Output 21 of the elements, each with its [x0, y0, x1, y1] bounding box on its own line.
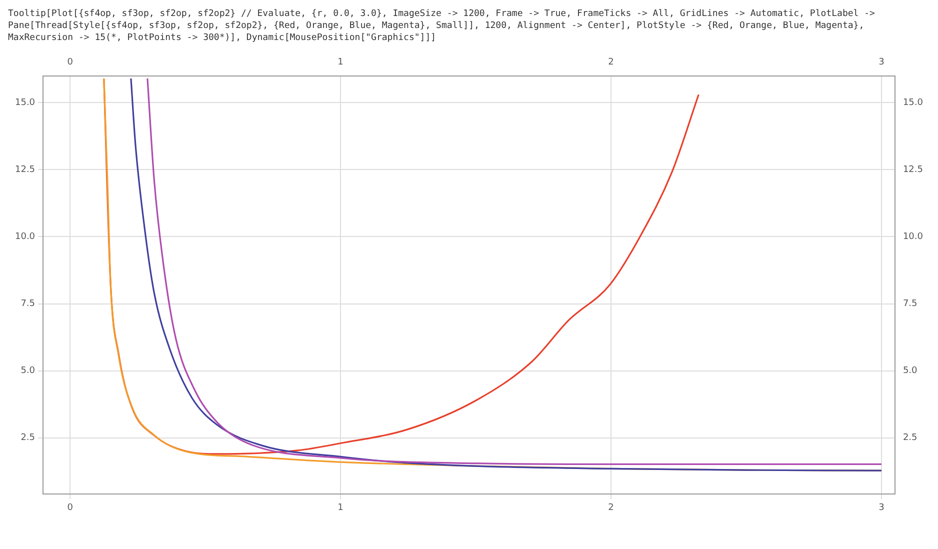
- y-tick-label: 15.0: [14, 98, 36, 108]
- y2-tick-label: 5.0: [902, 366, 918, 376]
- y-tick-label: 7.5: [20, 299, 36, 310]
- y2-tick-label: 10.0: [902, 232, 924, 242]
- text: Tooltip[Plot[{sf4op, sf3op, sf2op, sf2op2} // Evaluate, {r, 0.0, 3.0}, ImageSize -> 1200, Frame -> True, FrameTicks -> All, GridLines -> Automatic, PlotLabel -> Pane[Thread[Style[{sf4op, sf3op, sf2op, sf2op2}, {Red, Orange, Blue, Magenta}, Small]], 1200, Alignment -> Center], PlotStyle -> {Red, Orange, Blue, Magenta}, MaxRecursion -> 15(*, PlotPoints -> 300*)], Dynamic[MousePosition["Graphics"]]]: [8, 8, 876, 44]
- x2-tick-label: 3: [878, 502, 884, 513]
- x2-tick-label: 0: [67, 502, 74, 513]
- y2-tick-label: 12.5: [902, 165, 924, 176]
- y-tick-label: 12.5: [14, 165, 36, 176]
- y-tick-label: 2.5: [20, 433, 36, 444]
- x-tick-label: 3: [878, 58, 884, 68]
- x2-tick-label: 2: [608, 502, 614, 513]
- y-tick-label: 5.0: [20, 366, 36, 376]
- x-tick-label: 2: [608, 58, 614, 68]
- x-tick-label: 0: [67, 58, 74, 68]
- x-tick-label: 1: [338, 58, 344, 68]
- y2-tick-label: 7.5: [902, 299, 918, 310]
- y2-tick-label: 2.5: [902, 433, 918, 444]
- y2-tick-label: 15.0: [902, 98, 924, 108]
- x2-tick-label: 1: [338, 502, 344, 513]
- y-tick-label: 10.0: [14, 232, 36, 242]
